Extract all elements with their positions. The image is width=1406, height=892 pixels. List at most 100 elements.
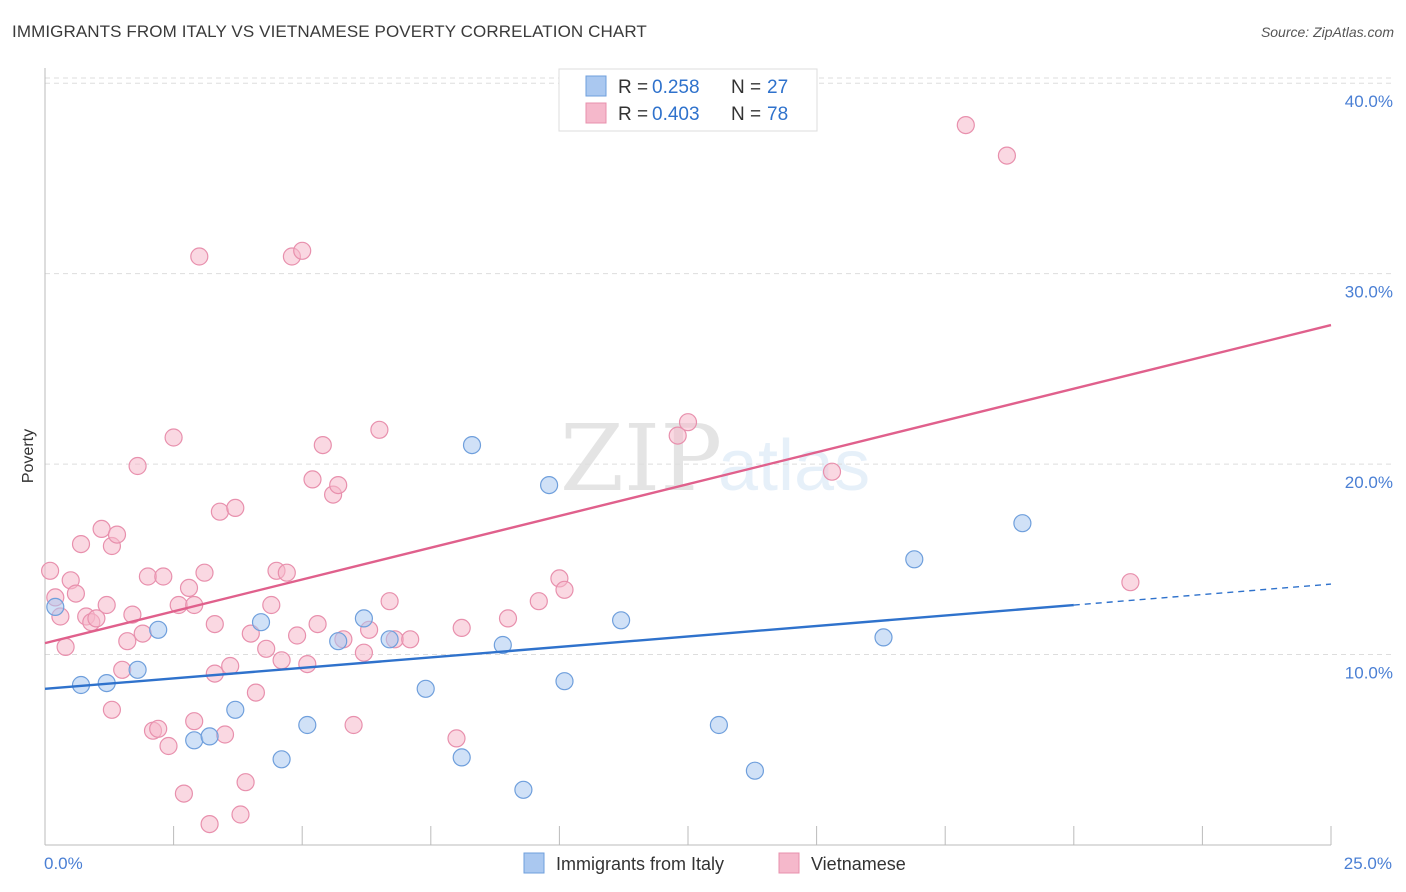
source-label: Source: ZipAtlas.com bbox=[1260, 24, 1394, 40]
bottom-legend-label-italy: Immigrants from Italy bbox=[556, 854, 724, 874]
legend-viet-r-label: R = bbox=[618, 104, 648, 125]
data-point bbox=[195, 563, 214, 582]
data-point bbox=[262, 595, 281, 615]
data-point bbox=[138, 567, 157, 586]
x-tick-label-min: 0.0% bbox=[44, 854, 83, 873]
data-point bbox=[123, 605, 142, 624]
data-point bbox=[251, 613, 271, 632]
y-tick-label: 10.0% bbox=[1345, 664, 1393, 683]
data-point bbox=[257, 639, 276, 658]
trend-line-italy-extension bbox=[1073, 583, 1332, 606]
data-point bbox=[200, 814, 219, 834]
data-point bbox=[493, 635, 512, 655]
legend-italy-n-value: 27 bbox=[767, 77, 788, 98]
data-point bbox=[40, 561, 60, 580]
y-axis-title: Poverty bbox=[20, 429, 37, 483]
data-point bbox=[678, 413, 698, 432]
y-tick-label: 40.0% bbox=[1345, 92, 1393, 111]
data-point bbox=[539, 476, 559, 495]
legend-swatch-vietnamese bbox=[585, 102, 607, 124]
data-point bbox=[272, 651, 291, 670]
data-point bbox=[380, 592, 399, 611]
data-point bbox=[308, 614, 327, 634]
data-point bbox=[226, 700, 245, 719]
data-point bbox=[529, 592, 548, 611]
data-point bbox=[174, 784, 193, 803]
data-point bbox=[154, 567, 173, 586]
data-point bbox=[822, 462, 842, 481]
data-point bbox=[303, 470, 322, 489]
data-point bbox=[164, 428, 183, 447]
data-point bbox=[159, 736, 178, 756]
series-legend: Immigrants from Italy Vietnamese bbox=[523, 852, 906, 874]
bottom-legend-swatch-italy bbox=[523, 852, 545, 874]
data-point bbox=[329, 632, 348, 651]
series-italy bbox=[46, 436, 1032, 799]
data-point bbox=[555, 672, 574, 691]
watermark: ZIP atlas bbox=[560, 405, 870, 512]
x-tick-label-max: 25.0% bbox=[1344, 854, 1392, 873]
data-point bbox=[709, 715, 729, 735]
data-point bbox=[128, 660, 147, 679]
data-point bbox=[452, 618, 471, 638]
data-point bbox=[133, 624, 152, 643]
data-point bbox=[215, 725, 235, 744]
trend-line-italy bbox=[44, 603, 1074, 691]
legend-italy-r-label: R = bbox=[618, 77, 648, 98]
legend-italy-n-label: N = bbox=[731, 77, 761, 98]
data-point bbox=[87, 609, 106, 628]
bottom-legend-swatch-vietnamese bbox=[778, 852, 800, 874]
data-point bbox=[298, 654, 317, 674]
data-point bbox=[200, 727, 219, 746]
legend-viet-r-value: 0.403 bbox=[652, 104, 700, 125]
data-point bbox=[452, 748, 471, 767]
data-point bbox=[97, 595, 116, 615]
data-point bbox=[185, 731, 204, 750]
data-point bbox=[1121, 573, 1140, 592]
data-point bbox=[329, 476, 348, 495]
data-point bbox=[46, 597, 65, 617]
legend-viet-n-label: N = bbox=[731, 104, 761, 125]
data-point bbox=[149, 620, 168, 639]
y-tick-labels: 10.0% 20.0% 30.0% 40.0% bbox=[1345, 92, 1393, 682]
data-point bbox=[149, 719, 168, 738]
data-point bbox=[354, 643, 373, 662]
data-point bbox=[370, 420, 389, 439]
data-point bbox=[92, 519, 111, 539]
data-point bbox=[277, 563, 296, 582]
data-point bbox=[118, 632, 137, 651]
data-point bbox=[241, 624, 260, 643]
gridlines bbox=[45, 77, 1392, 656]
data-point bbox=[298, 715, 317, 735]
data-point bbox=[221, 656, 240, 676]
data-point bbox=[514, 780, 533, 799]
data-point bbox=[447, 729, 466, 748]
chart-title: IMMIGRANTS FROM ITALY VS VIETNAMESE POVE… bbox=[12, 22, 647, 41]
data-point bbox=[611, 611, 631, 630]
data-point bbox=[555, 580, 574, 599]
data-point bbox=[231, 805, 250, 824]
y-tick-label: 30.0% bbox=[1345, 283, 1393, 302]
legend-swatch-italy bbox=[585, 75, 607, 97]
data-point bbox=[956, 115, 975, 135]
data-point bbox=[997, 146, 1017, 165]
x-ticks bbox=[173, 826, 1332, 845]
data-point bbox=[66, 584, 86, 603]
data-point bbox=[462, 436, 482, 455]
data-point bbox=[185, 712, 204, 731]
trend-lines bbox=[44, 323, 1332, 691]
data-point bbox=[236, 773, 255, 792]
legend-italy-r-value: 0.258 bbox=[652, 77, 700, 98]
data-point bbox=[102, 700, 122, 719]
data-point bbox=[745, 761, 765, 780]
data-point bbox=[107, 525, 127, 544]
data-point bbox=[498, 609, 518, 628]
data-point bbox=[668, 426, 687, 445]
data-point bbox=[205, 614, 224, 634]
data-point bbox=[246, 683, 265, 702]
data-point bbox=[71, 534, 91, 554]
data-point bbox=[226, 498, 245, 517]
data-point bbox=[210, 502, 229, 521]
data-point bbox=[874, 628, 893, 647]
